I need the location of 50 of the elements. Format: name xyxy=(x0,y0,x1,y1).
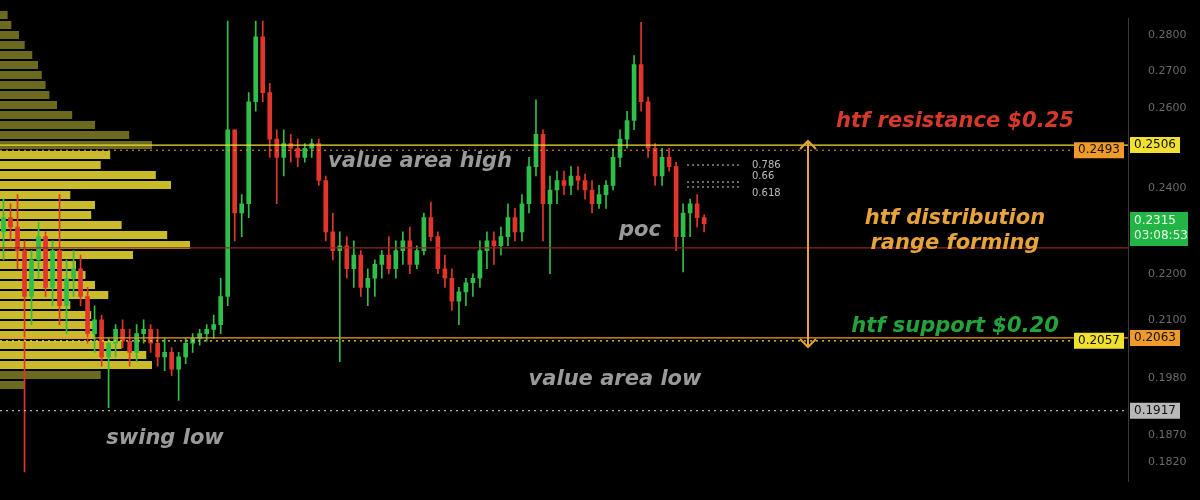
bar xyxy=(0,101,57,109)
ref-line-label: 0.2506 xyxy=(1134,137,1176,152)
y-tick-label: 0.2800 xyxy=(1148,27,1187,41)
bar xyxy=(0,151,111,159)
ref-line-label: 0.2063 xyxy=(1134,330,1176,345)
annotation: 0.618 xyxy=(752,186,781,198)
ref-line-label: 0.1917 xyxy=(1134,402,1176,417)
y-tick-label: 0.1980 xyxy=(1148,371,1187,385)
ref-line-label: 0.2057 xyxy=(1078,332,1120,347)
bar xyxy=(0,11,8,19)
annotation: htf distribution range forming xyxy=(864,205,1046,255)
y-tick-label: 0.2200 xyxy=(1148,267,1187,281)
annotation: poc xyxy=(618,217,662,242)
y-tick-label: 0.1820 xyxy=(1148,455,1187,469)
bar xyxy=(0,31,19,39)
annotation: value area low xyxy=(528,366,703,391)
y-tick-label: 0.2700 xyxy=(1148,64,1187,78)
bar xyxy=(0,201,95,209)
annotation: swing low xyxy=(106,425,225,450)
bar xyxy=(0,71,42,79)
y-tick-label: 0.2400 xyxy=(1148,180,1187,194)
bar xyxy=(0,311,92,319)
bar xyxy=(0,361,152,369)
bar xyxy=(0,61,38,69)
y-tick-label: 0.2100 xyxy=(1148,313,1187,327)
bar xyxy=(0,381,25,389)
bar xyxy=(0,171,156,179)
bar xyxy=(0,21,12,29)
bar xyxy=(0,51,33,59)
bar xyxy=(0,211,92,219)
bar xyxy=(0,111,73,119)
ref-line-label: 0.2493 xyxy=(1078,142,1120,157)
bar xyxy=(0,161,101,169)
text: 03:08:53 xyxy=(1134,228,1188,243)
bar xyxy=(0,91,50,99)
bar xyxy=(0,81,46,89)
bar xyxy=(0,371,101,379)
y-tick-label: 0.2600 xyxy=(1148,101,1187,115)
annotation: value area high xyxy=(328,148,512,173)
bar xyxy=(0,181,171,189)
annotation: htf support $0.20 xyxy=(851,313,1059,338)
bar xyxy=(0,131,130,139)
y-tick-label: 0.1870 xyxy=(1148,428,1187,442)
bar xyxy=(0,121,95,129)
text: 0.2315 xyxy=(1134,213,1176,228)
bar xyxy=(0,191,71,199)
annotation: 0.786 xyxy=(752,158,781,170)
bar xyxy=(0,41,25,49)
annotation: 0.66 xyxy=(752,169,775,181)
annotation: htf resistance $0.25 xyxy=(836,108,1074,133)
